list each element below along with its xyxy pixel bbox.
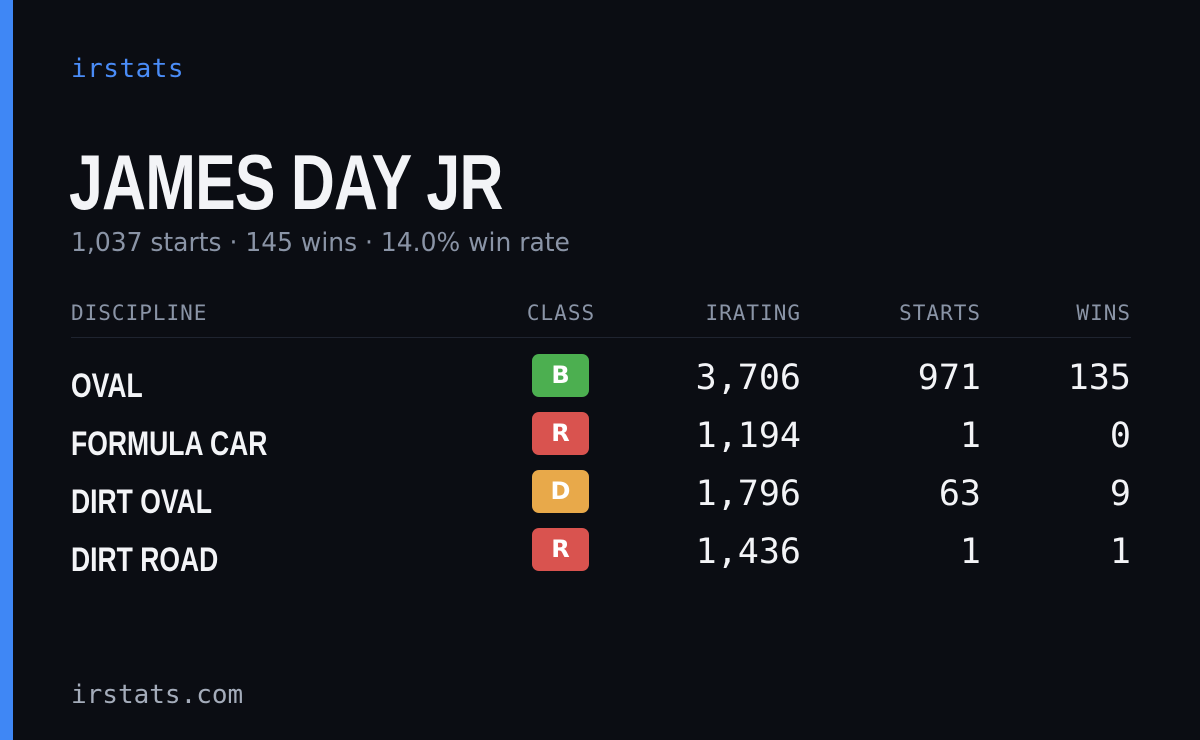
discipline-name: OVAL: [71, 367, 143, 405]
driver-name: JAMES DAY JR: [69, 138, 503, 226]
table-row: DIRT OVAL D 1,796 63 9: [71, 470, 1131, 528]
brand-logo-text: irstats: [71, 54, 185, 84]
wins-value: 1: [1109, 532, 1131, 572]
table-row: OVAL B 3,706 971 135: [71, 354, 1131, 412]
header-wins: WINS: [1076, 301, 1131, 325]
wins-value: 0: [1109, 416, 1131, 456]
class-badge: D: [532, 470, 589, 513]
starts-value: 63: [938, 474, 981, 514]
discipline-name: DIRT ROAD: [71, 541, 219, 579]
stats-table: DISCIPLINE CLASS IRATING STARTS WINS OVA…: [71, 300, 1131, 586]
wins-value: 9: [1109, 474, 1131, 514]
class-badge: B: [532, 354, 589, 397]
header-starts: STARTS: [899, 301, 981, 325]
header-irating: IRATING: [705, 301, 801, 325]
driver-summary: 1,037 starts · 145 wins · 14.0% win rate: [71, 228, 570, 258]
header-class: CLASS: [526, 301, 596, 325]
table-row: FORMULA CAR R 1,194 1 0: [71, 412, 1131, 470]
class-badge: R: [532, 528, 589, 571]
table-row: DIRT ROAD R 1,436 1 1: [71, 528, 1131, 586]
table-header: DISCIPLINE CLASS IRATING STARTS WINS: [71, 300, 1131, 338]
class-badge: R: [532, 412, 589, 455]
wins-value: 135: [1067, 358, 1131, 398]
starts-value: 1: [959, 532, 981, 572]
accent-bar: [0, 0, 13, 740]
header-discipline: DISCIPLINE: [71, 301, 208, 325]
starts-value: 971: [917, 358, 981, 398]
table-body: OVAL B 3,706 971 135 FORMULA CAR R 1,194…: [71, 354, 1131, 586]
discipline-name: DIRT OVAL: [71, 483, 212, 521]
discipline-name: FORMULA CAR: [71, 425, 268, 463]
irating-value: 1,436: [695, 532, 801, 572]
irating-value: 3,706: [695, 358, 801, 398]
irating-value: 1,796: [695, 474, 801, 514]
irating-value: 1,194: [695, 416, 801, 456]
footer-site-url[interactable]: irstats.com: [71, 680, 244, 710]
starts-value: 1: [959, 416, 981, 456]
